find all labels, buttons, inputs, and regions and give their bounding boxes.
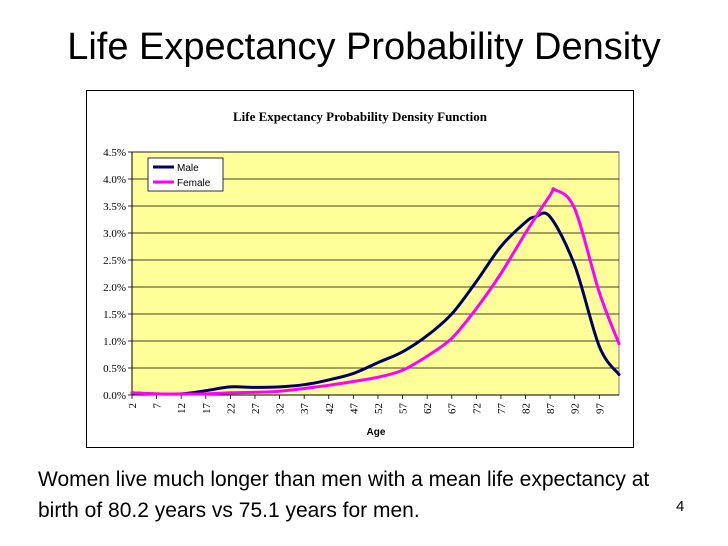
y-tick-label: 2.0% [103,282,126,294]
chart: Life Expectancy Probability Density Func… [103,109,621,438]
series-line-male [130,211,621,396]
legend-label-male: Male [177,163,199,174]
legend: Male Female [147,157,224,192]
y-tick-label: 0.5% [103,363,126,375]
x-tick-label: 12 [176,403,188,414]
x-tick-label: 32 [275,403,287,414]
y-tick-label: 2.5% [103,255,126,267]
x-tick-label: 22 [225,403,237,414]
x-axis-ticks: 2 7 12 17 22 27 32 37 42 47 52 57 62 67 72 77 82 87 92 97 [127,395,606,414]
x-tick-label: 2 [127,403,139,409]
x-tick-label: 52 [373,403,385,414]
x-tick-label: 67 [447,403,459,415]
slide-title: Life Expectancy Probability Density [67,26,661,68]
x-tick-label: 72 [471,403,483,414]
slide-caption: Women live much longer than men with a m… [38,468,650,522]
series-line-female [130,187,621,396]
y-axis-ticks: 0.0% 0.5% 1.0% 1.5% 2.0% 2.5% 3.0% 3.5% 4.0% 4.5% [103,147,132,402]
plot-area [131,151,620,396]
x-tick-label: 87 [545,403,557,415]
y-tick-label: 4.0% [103,174,126,186]
y-tick-label: 1.5% [103,309,126,321]
x-tick-label: 37 [299,403,311,415]
x-tick-label: 7 [152,403,164,409]
y-tick-label: 1.0% [103,336,126,348]
y-tick-label: 4.5% [103,147,126,159]
y-tick-label: 0.0% [103,390,126,402]
x-axis-label: Age [367,427,386,438]
x-tick-label: 97 [594,403,606,415]
y-tick-label: 3.5% [103,201,126,213]
grid-lines [131,151,619,396]
x-tick-label: 27 [250,403,262,415]
y-tick-label: 3.0% [103,228,126,240]
legend-box [147,157,224,192]
x-tick-label: 42 [324,403,336,414]
x-tick-label: 57 [398,403,410,415]
x-tick-label: 62 [422,403,434,414]
chart-title: Life Expectancy Probability Density Func… [233,109,488,124]
x-tick-label: 92 [570,403,582,414]
slide-number: 4 [676,498,685,515]
x-tick-label: 17 [201,403,213,415]
x-tick-label: 47 [348,403,360,415]
x-tick-label: 77 [496,403,508,415]
x-tick-label: 82 [521,403,533,414]
legend-label-female: Female [177,178,211,189]
series-lines [130,187,621,396]
